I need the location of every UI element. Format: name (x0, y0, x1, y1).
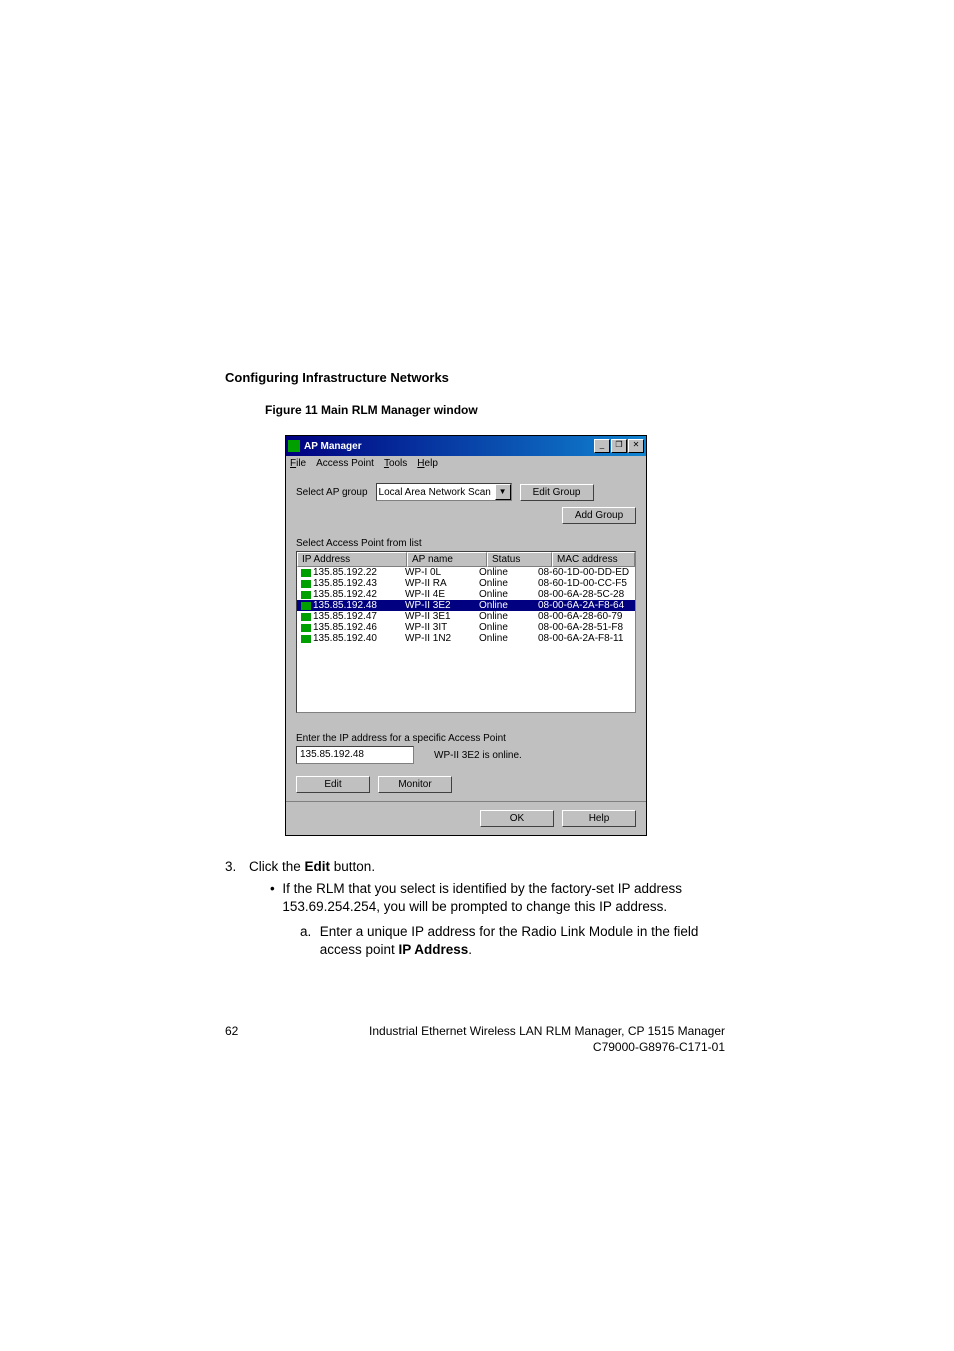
window-title: AP Manager (304, 441, 594, 452)
ap-icon (301, 624, 311, 632)
col-status-header[interactable]: Status (487, 552, 552, 567)
bullet-icon: • (270, 880, 282, 916)
sub-text: Enter a unique IP address for the Radio … (320, 923, 725, 959)
window-titlebar: AP Manager _ ❐ ✕ (286, 436, 646, 456)
table-row[interactable]: 135.85.192.46WP-II 3ITOnline08-00-6A-28-… (297, 622, 635, 633)
ap-icon (301, 635, 311, 643)
section-heading: Configuring Infrastructure Networks (225, 370, 725, 385)
table-row[interactable]: 135.85.192.48WP-II 3E2Online08-00-6A-2A-… (297, 600, 635, 611)
step-text: Click the Edit button. (249, 858, 375, 876)
select-ap-label: Select Access Point from list (296, 538, 636, 549)
edit-group-button[interactable]: Edit Group (520, 484, 594, 501)
page-footer: 62 Industrial Ethernet Wireless LAN RLM … (225, 1024, 725, 1055)
help-button[interactable]: Help (562, 810, 636, 827)
menu-help[interactable]: Help (417, 458, 438, 469)
sub-letter: a. (300, 923, 320, 959)
ap-icon (301, 591, 311, 599)
ap-icon (301, 580, 311, 588)
enter-ip-label: Enter the IP address for a specific Acce… (296, 733, 636, 744)
table-row[interactable]: 135.85.192.22WP-I 0LOnline08-60-1D-00-DD… (297, 567, 635, 578)
step-number: 3. (225, 858, 249, 876)
col-name-header[interactable]: AP name (407, 552, 487, 567)
menu-access-point[interactable]: Access Point (316, 458, 374, 469)
ap-icon (301, 602, 311, 610)
edit-button[interactable]: Edit (296, 776, 370, 793)
ap-manager-window: AP Manager _ ❐ ✕ File Access Point Tools… (285, 435, 647, 836)
menubar: File Access Point Tools Help (286, 456, 646, 471)
page-number: 62 (225, 1024, 265, 1055)
monitor-button[interactable]: Monitor (378, 776, 452, 793)
figure-caption: Figure 11 Main RLM Manager window (265, 403, 725, 417)
col-ip-header[interactable]: IP Address (297, 552, 407, 567)
ap-icon (301, 569, 311, 577)
status-message: WP-II 3E2 is online. (434, 750, 522, 761)
close-button[interactable]: ✕ (628, 439, 644, 453)
table-row[interactable]: 135.85.192.43WP-II RAOnline08-60-1D-00-C… (297, 578, 635, 589)
combo-value: Local Area Network Scan (379, 487, 491, 498)
table-row[interactable]: 135.85.192.42WP-II 4EOnline08-00-6A-28-5… (297, 589, 635, 600)
ap-group-combo[interactable]: Local Area Network Scan ▼ (376, 483, 512, 501)
ap-listbox[interactable]: IP Address AP name Status MAC address 13… (296, 551, 636, 713)
restore-button[interactable]: ❐ (611, 439, 627, 453)
footer-text: Industrial Ethernet Wireless LAN RLM Man… (265, 1024, 725, 1055)
select-group-label: Select AP group (296, 487, 368, 498)
minimize-button[interactable]: _ (594, 439, 610, 453)
instructions-block: 3. Click the Edit button. • If the RLM t… (225, 858, 725, 959)
menu-file[interactable]: File (290, 458, 306, 469)
bullet-text: If the RLM that you select is identified… (282, 880, 725, 916)
list-header: IP Address AP name Status MAC address (297, 552, 635, 567)
table-row[interactable]: 135.85.192.47WP-II 3E1Online08-00-6A-28-… (297, 611, 635, 622)
ip-address-input[interactable]: 135.85.192.48 (296, 746, 414, 764)
table-row[interactable]: 135.85.192.40WP-II 1N2Online08-00-6A-2A-… (297, 633, 635, 644)
app-icon (288, 440, 300, 452)
add-group-button[interactable]: Add Group (562, 507, 636, 524)
col-mac-header[interactable]: MAC address (552, 552, 635, 567)
ap-icon (301, 613, 311, 621)
chevron-down-icon[interactable]: ▼ (495, 484, 511, 500)
ok-button[interactable]: OK (480, 810, 554, 827)
menu-tools[interactable]: Tools (384, 458, 407, 469)
